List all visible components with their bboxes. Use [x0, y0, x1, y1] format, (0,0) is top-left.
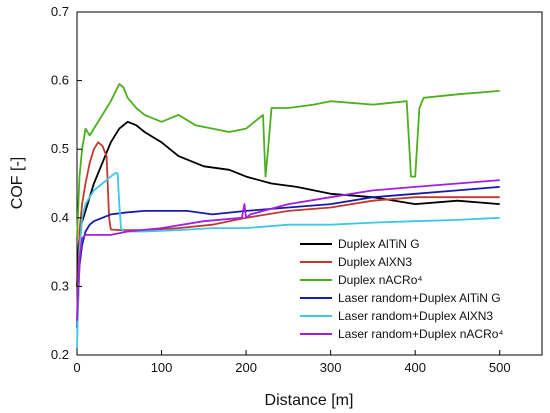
y-tick-label: 0.3	[51, 278, 69, 293]
legend: Duplex AlTiN G Duplex AlXN3 Duplex nACRo⁴ L…	[300, 237, 504, 341]
legend-label: Duplex nACRo⁴	[338, 273, 423, 287]
x-tick-label: 500	[489, 360, 511, 375]
x-tick-label: 400	[404, 360, 426, 375]
x-tick-label: 300	[320, 360, 342, 375]
tick-layer: 0 100 200 300 400 500 0.2 0.3 0.4 0.5 0.6 0.7	[51, 4, 511, 375]
x-axis-title: Distance [m]	[265, 392, 354, 409]
legend-label: Duplex AlXN3	[338, 255, 412, 269]
plot-area-frame	[76, 11, 543, 356]
y-axis-title: COF [-]	[9, 157, 26, 209]
legend-label: Laser random+Duplex AlXN3	[338, 309, 493, 323]
x-tick-label: 200	[235, 360, 257, 375]
series-line-4	[76, 186, 500, 328]
series-line-6	[76, 179, 500, 321]
series-line-3	[76, 83, 500, 239]
y-tick-label: 0.4	[51, 210, 69, 225]
y-tick-label: 0.7	[51, 4, 69, 19]
y-tick-label: 0.2	[51, 347, 69, 362]
y-tick-label: 0.5	[51, 141, 69, 156]
legend-label: Laser random+Duplex AlTiN G	[338, 291, 501, 305]
legend-label: Duplex AlTiN G	[338, 237, 420, 251]
series-line-2	[76, 141, 500, 321]
x-tick-label: 0	[73, 360, 80, 375]
legend-label: Laser random+Duplex nACRo⁴	[338, 327, 504, 341]
series-layer	[76, 83, 500, 349]
x-tick-label: 100	[151, 360, 173, 375]
series-line-5	[76, 172, 500, 349]
y-tick-label: 0.6	[51, 73, 69, 88]
